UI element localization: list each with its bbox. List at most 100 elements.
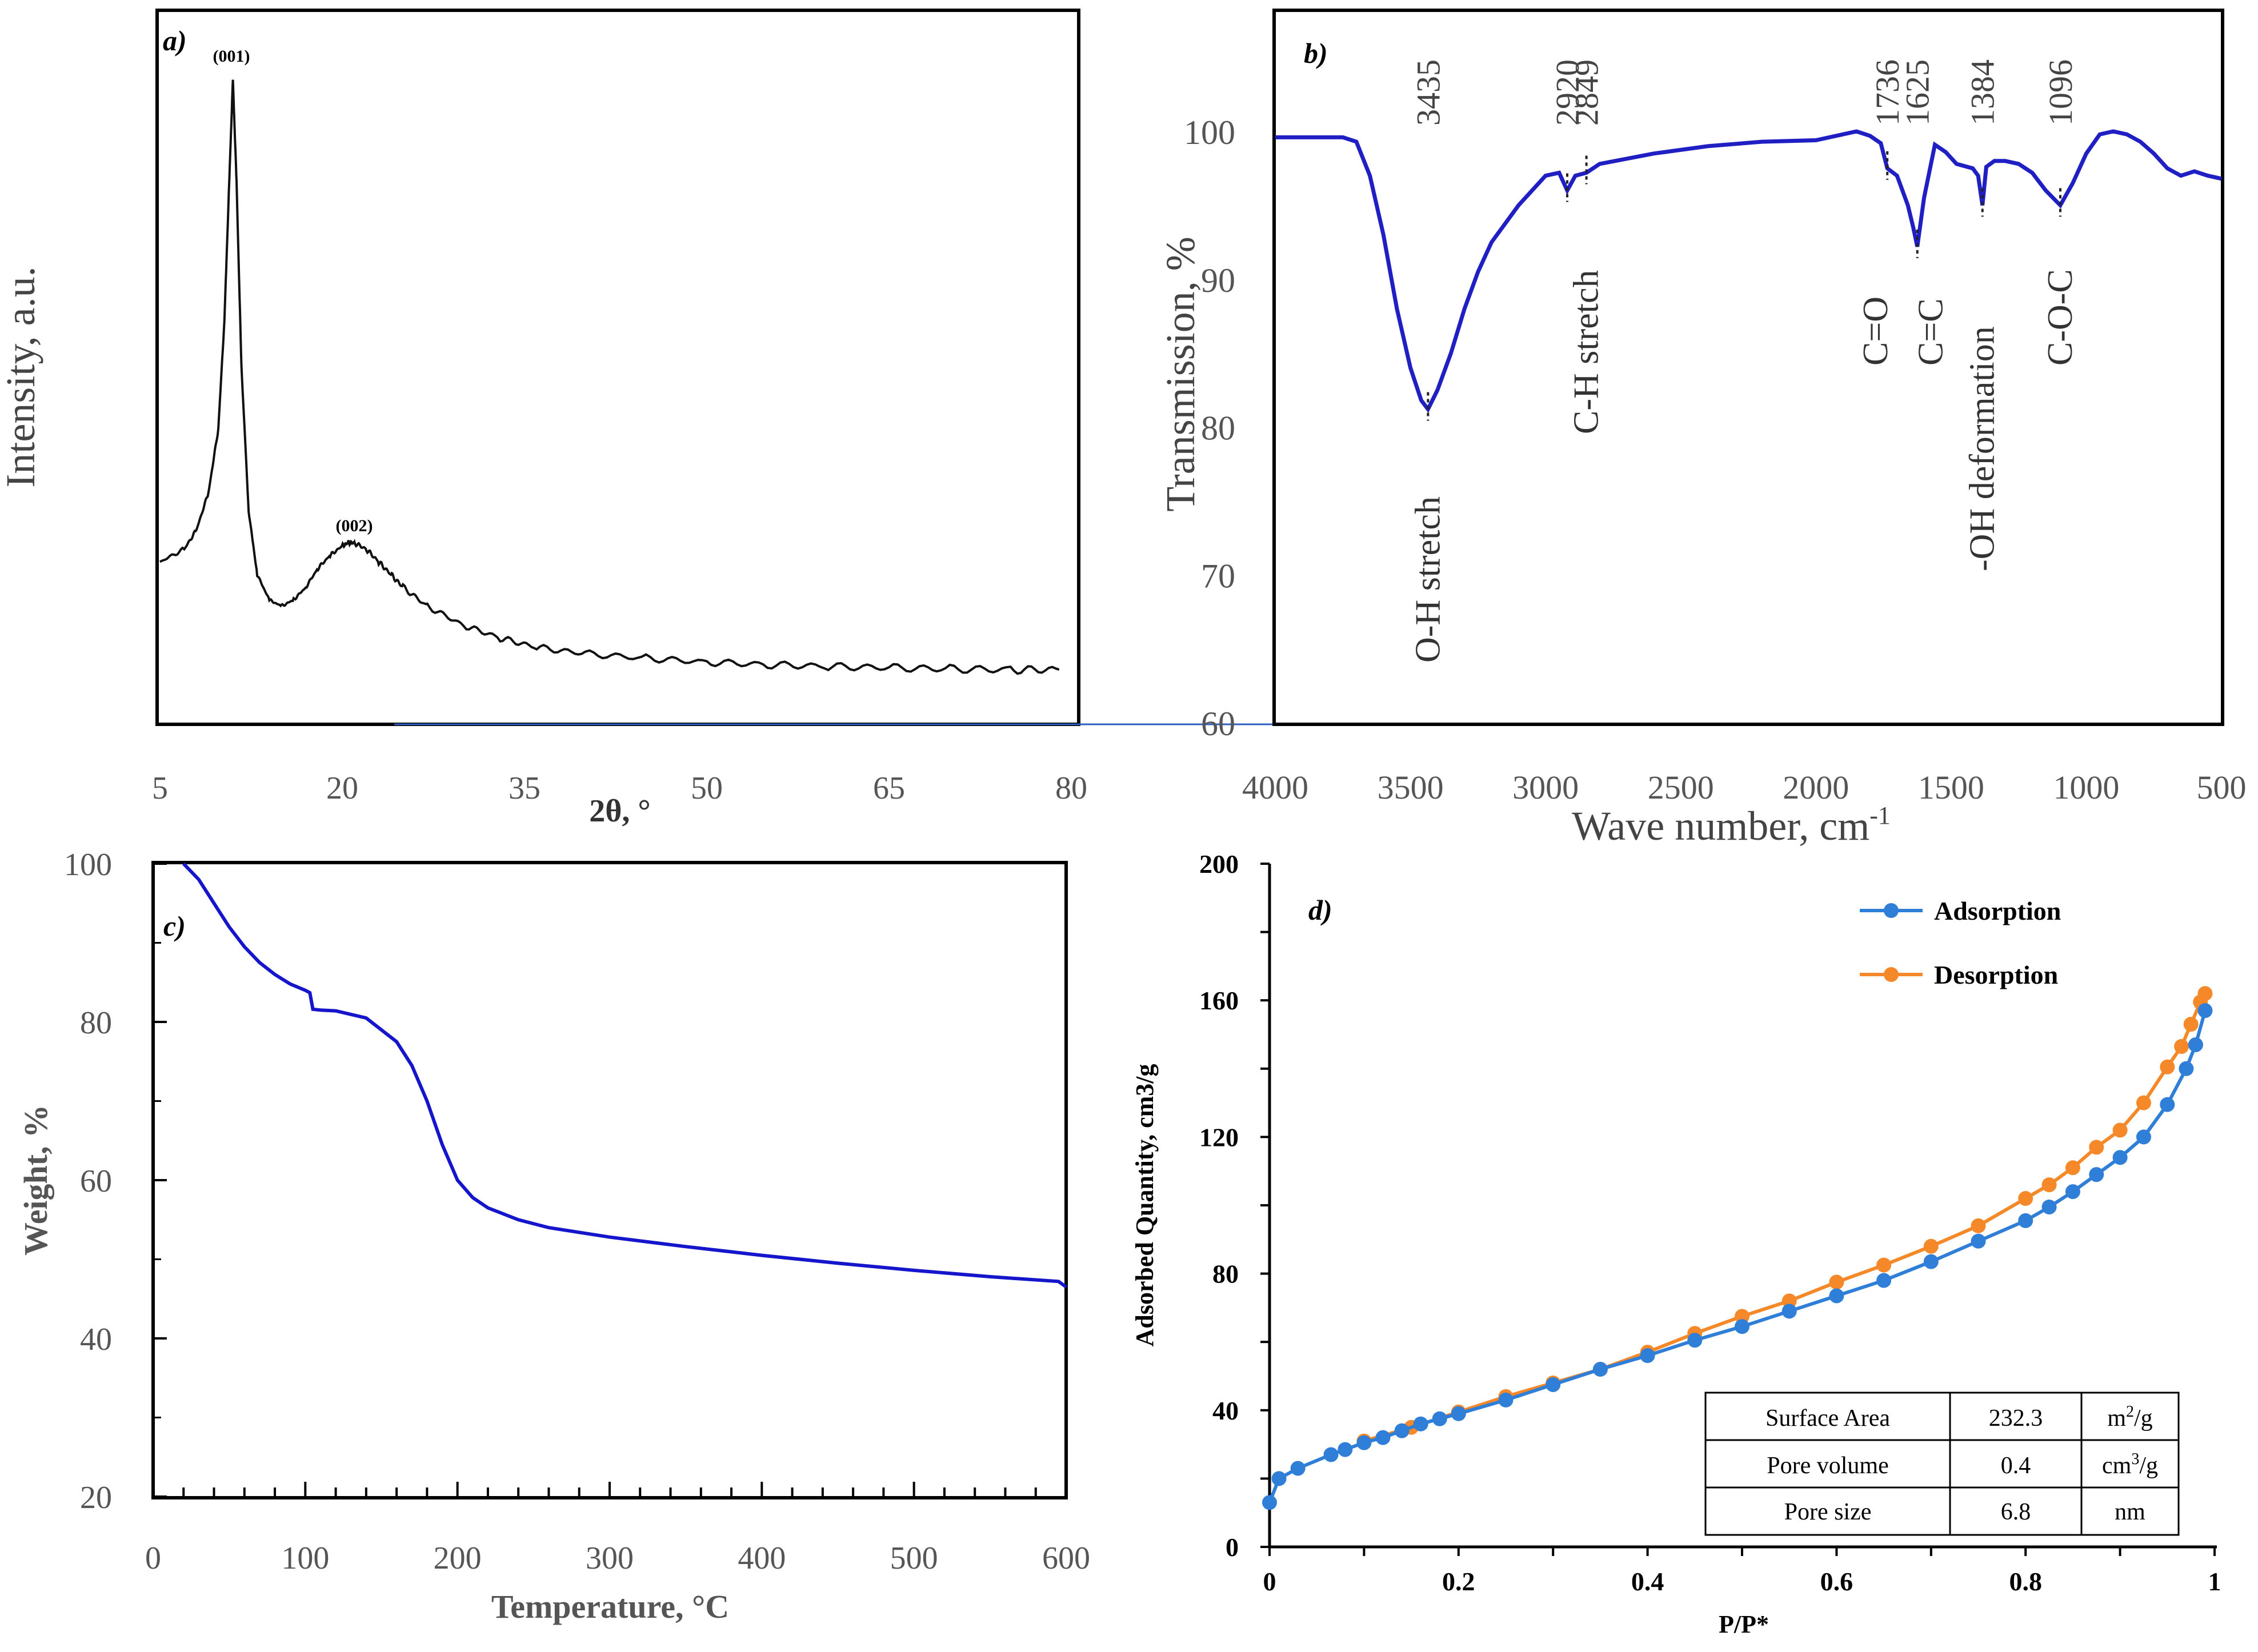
panel-b-xlabel-sup: -1 <box>1869 801 1891 829</box>
panel-c-xtick-label: 300 <box>586 1541 634 1576</box>
adsorption-point <box>1735 1319 1749 1334</box>
panel-a-xtick-label: 35 <box>509 771 541 806</box>
xrd-series-line <box>159 79 1060 675</box>
desorption-point <box>2174 1038 2189 1054</box>
peak-assignment-label: C=C <box>1912 298 1951 366</box>
adsorption-point <box>1971 1233 1986 1249</box>
unit-base: nm <box>2115 1499 2145 1525</box>
unit-tail: /g <box>2134 1405 2153 1432</box>
panel-d-xlabel: P/P* <box>1719 1610 1769 1638</box>
adsorption-point <box>1432 1411 1447 1426</box>
panel-d-label: d) <box>1308 894 1332 926</box>
panel-d-ytick-label: 0 <box>1226 1533 1239 1562</box>
panel-a-xlabel: 2θ, ° <box>589 793 651 829</box>
unit-sup: 3 <box>2131 1450 2139 1468</box>
panel-c-tga: c) 20 40 60 80 100 0 100 200 300 400 500 600 Weigh… <box>17 847 1090 1625</box>
legend-adsorption-marker <box>1884 903 1899 918</box>
panel-b-ytick-label: 100 <box>1184 114 1235 151</box>
peak-label-001: (001) <box>213 47 250 66</box>
panel-c-xlabel: Temperature, °C <box>491 1588 729 1625</box>
panel-b-frame <box>1272 9 2224 726</box>
panel-c-xtick-label: 100 <box>281 1541 329 1576</box>
panel-a-label: a) <box>163 25 187 57</box>
adsorption-point <box>2179 1061 2194 1076</box>
peak-assignment-label: O-H stretch <box>1408 496 1447 663</box>
panel-d-xtick-label: 0.4 <box>1631 1567 1664 1596</box>
panel-c-xtick-label: 500 <box>890 1541 938 1576</box>
desorption-point <box>1971 1218 1986 1233</box>
table-border <box>1704 1392 2180 1536</box>
table-row-label: Surface Area <box>1765 1405 1890 1432</box>
adsorption-point <box>2041 1199 2057 1214</box>
panel-c-ytick-label: 20 <box>80 1480 112 1515</box>
panel-b-xlabel: Wave number, cm-1 <box>1572 801 1891 849</box>
adsorption-point <box>1290 1461 1306 1476</box>
panel-d-bet: d) 0 40 80 120 160 200 0 0.2 0.4 0.6 0.8 1 Adsorpt… <box>1131 849 2221 1638</box>
desorption-point <box>2018 1191 2033 1206</box>
panel-c-xtick-label: 200 <box>434 1541 482 1576</box>
panel-a-frame <box>155 9 1080 726</box>
adsorption-point <box>1356 1435 1372 1450</box>
panel-a-ylabel: Intensity, a.u. <box>0 266 43 487</box>
desorption-point <box>1829 1274 1844 1290</box>
panel-b-xtick-label: 3500 <box>1378 769 1444 806</box>
peak-wavenumber-label: 2849 <box>1568 59 1606 126</box>
panel-d-xtick-label: 0 <box>1263 1567 1276 1596</box>
table-row-value: 6.8 <box>2001 1499 2031 1525</box>
peak-label-002: (002) <box>336 516 373 535</box>
unit-tail: /g <box>2139 1453 2158 1479</box>
table-row-unit: cm3/g <box>2102 1450 2158 1479</box>
table-row-label: Pore size <box>1784 1499 1872 1525</box>
adsorption-point <box>2136 1129 2151 1145</box>
panel-b-xtick-label: 1000 <box>2053 769 2119 806</box>
adsorption-point <box>1323 1447 1339 1462</box>
panel-a-xtick-label: 20 <box>326 771 358 806</box>
panel-b-xtick-label: 3000 <box>1512 769 1579 806</box>
peak-wavenumber-label: 1736 <box>1869 59 1906 126</box>
panel-d-xtick-label: 1 <box>2208 1567 2221 1596</box>
unit-sup: 2 <box>2126 1403 2134 1421</box>
panel-b-ytick-label: 90 <box>1201 262 1235 299</box>
adsorption-point <box>1687 1333 1703 1348</box>
adsorption-point <box>1413 1416 1428 1432</box>
panel-d-ytick-label: 200 <box>1199 849 1239 879</box>
peak-wavenumber-label: 1384 <box>1964 59 2001 126</box>
adsorption-point <box>2160 1097 2175 1112</box>
panel-d-ylabel: Adsorbed Quantity, cm3/g <box>1131 1064 1159 1346</box>
ftir-series-line <box>1275 129 2222 414</box>
panel-b-xtick-label: 2000 <box>1783 769 1849 806</box>
adsorption-point <box>1498 1392 1514 1408</box>
panel-c-label: c) <box>163 910 186 942</box>
panel-b-xtick-label: 4000 <box>1242 769 1308 806</box>
peak-wavenumber-label: 1096 <box>2042 59 2079 126</box>
bet-properties-table: Surface Area 232.3 m2/g Pore volume 0.4 … <box>1704 1392 2180 1536</box>
desorption-point <box>2136 1095 2151 1110</box>
panel-a-xrd: a) (001) (002) 5 20 35 50 65 80 Intensity, a.… <box>0 9 1087 829</box>
panel-c-ytick-label: 60 <box>80 1164 112 1199</box>
adsorption-point <box>1592 1362 1608 1377</box>
adsorption-point <box>2197 1003 2213 1019</box>
adsorption-point <box>2188 1037 2203 1052</box>
adsorption-point <box>1338 1442 1353 1457</box>
table-row-label: Pore volume <box>1767 1453 1888 1479</box>
desorption-point <box>1781 1293 1797 1309</box>
panel-b-label: b) <box>1304 37 1328 69</box>
desorption-point <box>2041 1177 2057 1193</box>
tga-series-line <box>182 862 1067 1289</box>
panel-c-ylabel: Weight, % <box>17 1105 54 1256</box>
desorption-point <box>1876 1257 1892 1273</box>
panel-c-xtick-label: 400 <box>738 1541 786 1576</box>
table-row-value: 0.4 <box>2001 1453 2031 1479</box>
desorption-point <box>2197 986 2213 1001</box>
desorption-point <box>2112 1122 2128 1138</box>
panel-c-ytick-label: 100 <box>64 847 112 883</box>
peak-wavenumber-label: 1625 <box>1899 59 1936 126</box>
peak-wavenumber-label: 2920 <box>1549 59 1586 126</box>
unit-base: m <box>2107 1405 2126 1432</box>
adsorption-point <box>1271 1471 1287 1486</box>
desorption-point <box>2183 1017 2199 1032</box>
panel-c-ytick-label: 40 <box>80 1322 112 1357</box>
panel-b-ytick-label: 80 <box>1201 410 1235 447</box>
adsorption-point <box>1923 1254 1939 1269</box>
